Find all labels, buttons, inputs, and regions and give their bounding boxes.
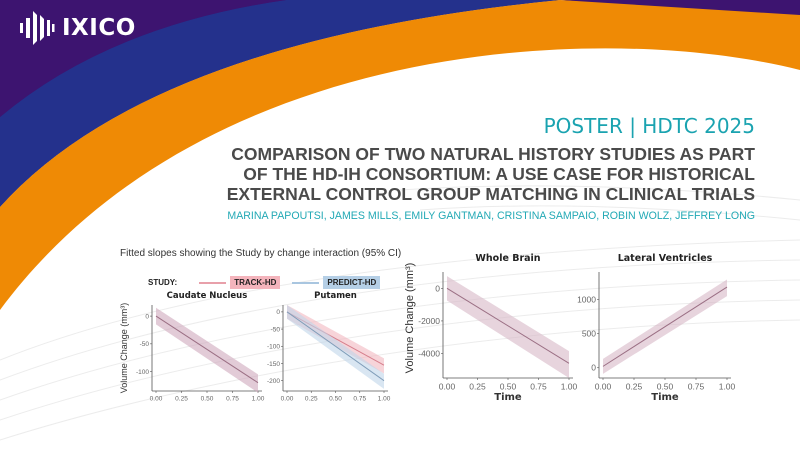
x-tick-label: 1.00 — [378, 396, 391, 403]
y-tick-label: -100 — [136, 369, 149, 376]
x-tick-label: 1.00 — [561, 382, 578, 392]
y-tick-label: -2000 — [418, 316, 440, 326]
x-tick-label: 0.00 — [150, 396, 163, 403]
x-tick-label: 0.25 — [305, 396, 318, 403]
title-line: OF THE HD-IH CONSORTIUM: A USE CASE FOR … — [243, 164, 755, 184]
title-line: COMPARISON OF TWO NATURAL HISTORY STUDIE… — [231, 144, 755, 164]
y-tick-label: -100 — [267, 344, 280, 351]
legend-item-track-hd: TRACK-HD — [230, 276, 281, 289]
x-tick-label: 0.75 — [530, 382, 547, 392]
x-tick-label: 0.50 — [657, 382, 674, 392]
blue-band — [0, 0, 560, 207]
y-axis-label: Volume Change (mm³) — [119, 303, 129, 394]
x-tick-label: 0.25 — [469, 382, 486, 392]
y-tick-label: 500 — [582, 329, 596, 339]
y-tick-label: 0 — [276, 309, 280, 316]
figure-0: Volume Change (mm³) Caudate Nucleus 0 -50 -1… — [119, 291, 391, 403]
fitted-line-1 — [286, 311, 385, 382]
x-tick-label: 0.50 — [329, 396, 342, 403]
x-tick-label: 0.25 — [175, 396, 188, 403]
x-tick-label: 1.00 — [719, 382, 736, 392]
x-tick-label: 0.50 — [201, 396, 214, 403]
x-tick-label: 0.75 — [226, 396, 239, 403]
x-tick-label: 0.00 — [281, 396, 294, 403]
panel-caudate-nucleus: Caudate Nucleus 0 -50 -100 0.00 0.25 0.50 0.75 1… — [136, 291, 265, 403]
poster-title: COMPARISON OF TWO NATURAL HISTORY STUDIE… — [135, 144, 755, 204]
fitted-line-0 — [155, 315, 259, 384]
panel-putamen: Putamen 0 -50 -100 -150 -200 0.00 0.25 0.50 0.75 1… — [267, 291, 391, 403]
x-axis-label: Time — [494, 392, 522, 403]
panel-lateral-ventricles: Lateral Ventricles 0 500 1000 0.00 0.25 0.50 0.… — [577, 253, 735, 403]
ixico-logo: IXICO — [18, 11, 136, 45]
sound-wave-bars-icon — [20, 11, 55, 45]
author-list: MARINA PAPOUTSI, JAMES MILLS, EMILY GANT… — [227, 210, 755, 222]
y-tick-label: 0 — [435, 283, 440, 293]
x-tick-label: 0.50 — [500, 382, 517, 392]
orange-band — [0, 0, 800, 310]
legend-item-predict-hd: PREDICT-HD — [323, 276, 381, 289]
brand-name: IXICO — [62, 15, 136, 41]
legend-line-track-hd — [199, 281, 227, 284]
title-line: EXTERNAL CONTROL GROUP MATCHING IN CLINI… — [226, 184, 755, 204]
y-tick-label: 0 — [591, 363, 596, 373]
y-tick-label: -4000 — [418, 349, 440, 359]
ci-band-1 — [287, 305, 384, 389]
panel-title: Lateral Ventricles — [618, 253, 713, 264]
x-axis-label: Time — [651, 392, 679, 403]
x-tick-label: 0.75 — [353, 396, 366, 403]
legend-title: STUDY: — [148, 278, 178, 287]
figure-caption: Fitted slopes showing the Study by chang… — [120, 248, 402, 259]
y-tick-label: 1000 — [577, 294, 596, 304]
y-axis-label: Volume Change (mm³) — [404, 263, 416, 374]
panel-title: Whole Brain — [475, 253, 540, 264]
panel-title: Caudate Nucleus — [167, 291, 248, 301]
x-tick-label: 0.25 — [626, 382, 643, 392]
poster-label: POSTER | HDTC 2025 — [543, 114, 755, 138]
ci-band-0 — [156, 307, 258, 393]
legend-line-predict-hd — [292, 281, 320, 284]
y-tick-label: -50 — [140, 341, 150, 348]
fitted-line-0 — [602, 286, 728, 367]
ci-band-0 — [447, 276, 569, 378]
x-tick-label: 0.00 — [595, 382, 612, 392]
x-tick-label: 0.00 — [439, 382, 456, 392]
x-tick-label: 1.00 — [252, 396, 265, 403]
x-tick-label: 0.75 — [688, 382, 705, 392]
y-tick-label: 0 — [145, 313, 149, 320]
panel-whole-brain: Whole Brain 0 -2000 -4000 0.00 0.25 0.50 0.75 1.… — [418, 253, 577, 403]
purple-region-top-left — [0, 0, 286, 117]
ci-band-0 — [287, 305, 384, 374]
panel-title: Putamen — [314, 291, 357, 301]
y-tick-label: -150 — [267, 361, 280, 368]
figure-1: Volume Change (mm³) Whole Brain 0 -2000 -400… — [404, 253, 736, 403]
fitted-line-0 — [446, 287, 570, 364]
chart-legend: STUDY: TRACK-HD PREDICT-HD — [148, 276, 392, 289]
y-tick-label: -50 — [271, 326, 281, 333]
y-tick-label: -200 — [267, 378, 280, 385]
